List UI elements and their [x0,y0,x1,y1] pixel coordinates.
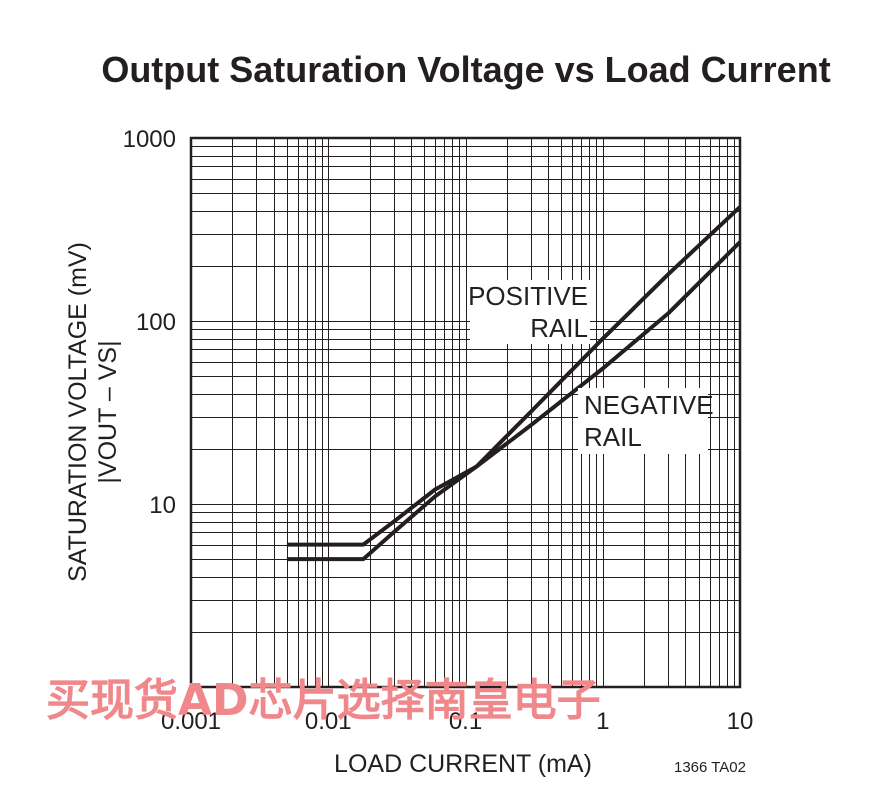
figure-code: 1366 TA02 [674,759,746,776]
x-tick-label-3: 1 [596,708,609,735]
y-tick-label-1: 100 [136,309,176,336]
series-line-negative-rail [286,240,742,547]
x-tick-label-2: 0.1 [449,708,482,735]
x-axis-label: LOAD CURRENT (mA) [334,750,592,778]
negative-rail-annotation: NEGATIVE RAIL [578,388,714,454]
positive-rail-label-line2: RAIL [530,313,588,343]
series-line-positive-rail [286,205,742,562]
y-axis-label: SATURATION VOLTAGE (mV) [64,242,92,582]
chart-title: Output Saturation Voltage vs Load Curren… [101,49,830,90]
x-tick-label-0: 0.001 [161,708,221,735]
y-tick-labels: 10 100 1000 [123,126,176,519]
x-tick-labels: 0.001 0.01 0.1 1 10 [161,708,753,735]
y-tick-label-2: 1000 [123,126,176,153]
series-lines [286,205,742,562]
positive-rail-label-bg [470,280,590,344]
positive-rail-label-line1: POSITIVE [468,281,588,311]
plot-frame [189,136,742,689]
positive-rail-annotation: POSITIVE RAIL [468,280,590,344]
y-axis-sublabel: |VOUT – VS| [94,340,122,483]
watermark-text: 买现货AD芯片选择南皇电子 [46,675,601,726]
negative-rail-label-line2: RAIL [584,422,642,452]
x-tick-label-4: 10 [727,708,754,735]
y-tick-label-0: 10 [149,492,176,519]
x-tick-label-1: 0.01 [305,708,352,735]
negative-rail-label-line1: NEGATIVE [584,390,714,420]
negative-rail-label-bg [578,388,708,454]
